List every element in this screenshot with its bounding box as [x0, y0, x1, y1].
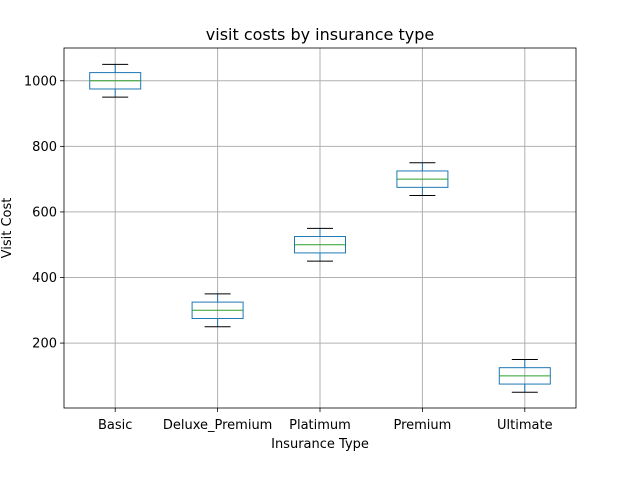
- x-tick-label: Basic: [98, 418, 132, 433]
- y-tick-label: 600: [32, 205, 57, 220]
- y-tick-label: 200: [32, 337, 57, 352]
- y-axis-label: Visit Cost: [0, 198, 15, 259]
- boxes-layer: [89, 63, 551, 393]
- x-tick-label: Premium: [393, 418, 451, 433]
- x-tick-label: Ultimate: [497, 418, 553, 433]
- y-tick-label: 1000: [24, 74, 57, 89]
- x-axis-label: Insurance Type: [271, 437, 369, 452]
- x-tick-label: Deluxe_Premium: [163, 418, 273, 433]
- box-ultimate: [498, 358, 551, 393]
- box-platimum: [294, 227, 346, 262]
- x-tick-label: Platimum: [289, 418, 351, 433]
- axis-ticks: Basic Deluxe_Premium Platimum Premium Ultima…: [24, 74, 553, 433]
- box-premium: [396, 162, 449, 197]
- box-basic: [89, 63, 142, 98]
- box-deluxe-premium: [191, 293, 244, 328]
- y-tick-label: 800: [32, 140, 57, 155]
- y-tick-label: 400: [32, 271, 57, 286]
- chart-title: visit costs by insurance type: [206, 25, 434, 44]
